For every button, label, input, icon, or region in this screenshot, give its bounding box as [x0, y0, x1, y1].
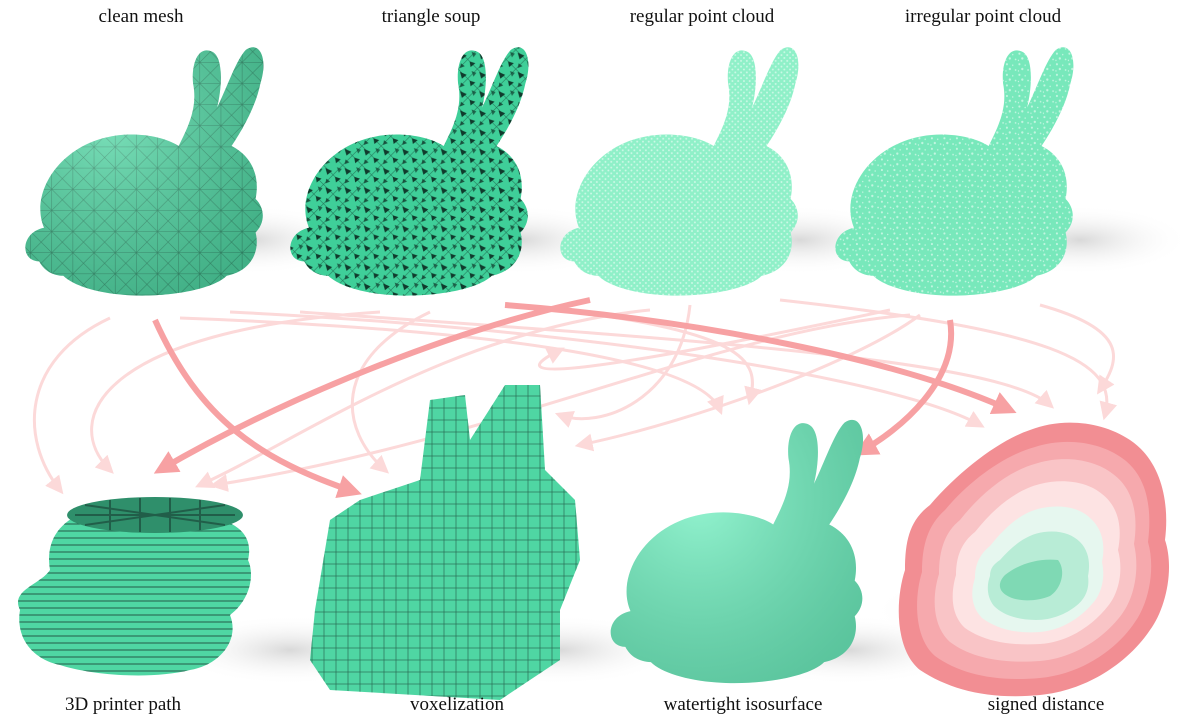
triangle-soup-bunny — [290, 47, 529, 296]
label-irregular-point-cloud: irregular point cloud — [905, 6, 1062, 27]
faint-arrows — [33, 298, 1117, 495]
voxelization-bunny — [310, 385, 580, 700]
regular-point-cloud-bunny — [560, 47, 799, 296]
signed-distance-field — [898, 422, 1170, 697]
printer-path-bunny — [17, 497, 251, 676]
label-clean-mesh: clean mesh — [99, 6, 184, 27]
strong-arrows — [152, 297, 1017, 499]
label-triangle-soup: triangle soup — [382, 6, 481, 27]
top-labels: clean mesh triangle soup regular point c… — [99, 6, 1062, 27]
label-regular-point-cloud: regular point cloud — [630, 6, 775, 27]
irregular-point-cloud-bunny — [835, 47, 1074, 296]
bottom-labels: 3D printer path voxelization watertight … — [65, 694, 1104, 715]
label-3d-printer-path: 3D printer path — [65, 694, 182, 715]
label-voxelization: voxelization — [410, 694, 504, 715]
label-signed-distance: signed distance — [988, 694, 1105, 715]
label-watertight-isosurface: watertight isosurface — [664, 694, 823, 715]
watertight-isosurface-bunny — [610, 419, 864, 684]
clean-mesh-bunny — [25, 47, 264, 296]
